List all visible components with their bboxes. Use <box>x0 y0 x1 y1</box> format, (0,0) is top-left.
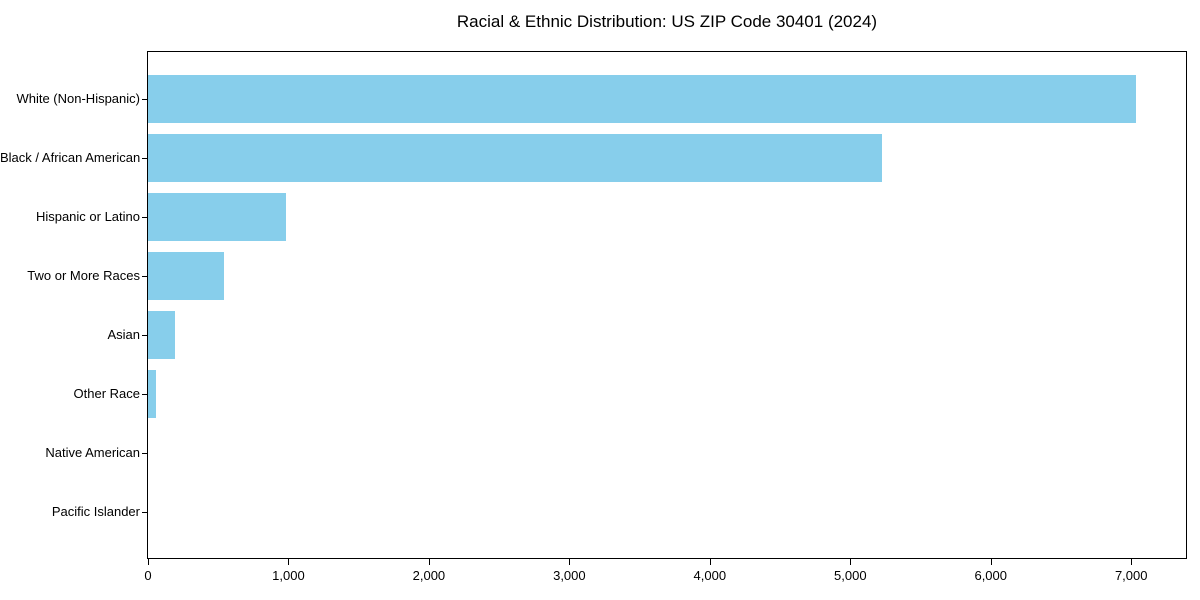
bar <box>148 192 287 241</box>
category-label: Black / African American <box>0 149 141 165</box>
x-tick-mark <box>148 559 149 565</box>
category-label: Other Race <box>73 385 140 401</box>
plot-area <box>147 51 1187 559</box>
x-tick-label: 7,000 <box>1114 568 1148 583</box>
bar <box>148 251 224 300</box>
x-tick-label: 2,000 <box>412 568 446 583</box>
y-tick-mark <box>142 98 147 100</box>
bar <box>148 74 1137 123</box>
y-tick-mark <box>142 157 147 159</box>
x-tick-label: 6,000 <box>974 568 1008 583</box>
bar-row <box>148 251 1186 300</box>
y-tick-mark <box>142 275 147 277</box>
category-label: Hispanic or Latino <box>35 208 140 224</box>
chart-title: Racial & Ethnic Distribution: US ZIP Cod… <box>456 12 878 31</box>
bar-row <box>148 192 1186 241</box>
x-tick-label: 4,000 <box>693 568 727 583</box>
bar-row <box>148 488 1186 536</box>
y-tick-mark <box>142 393 147 395</box>
x-tick-mark <box>990 559 992 565</box>
x-tick-label: 1,000 <box>272 568 305 583</box>
x-tick-mark <box>428 559 430 565</box>
y-tick-mark <box>142 216 147 218</box>
x-tick-label: 3,000 <box>553 568 586 583</box>
y-tick-mark <box>142 511 147 513</box>
category-label: Native American <box>45 444 140 460</box>
x-tick-mark <box>288 559 290 565</box>
category-label: Pacific Islander <box>51 503 140 519</box>
bar-row <box>148 310 1186 359</box>
x-tick-label: 0 <box>144 568 152 583</box>
bar <box>148 369 156 418</box>
x-tick-mark <box>709 559 711 565</box>
bar-row <box>148 74 1186 123</box>
bar-row <box>148 369 1186 418</box>
category-label: Asian <box>107 326 140 342</box>
category-label: Two or More Races <box>27 267 140 283</box>
category-label: White (Non-Hispanic) <box>16 90 140 106</box>
x-tick-mark <box>569 559 571 565</box>
x-tick-label: 5,000 <box>834 568 867 583</box>
bar-row <box>148 133 1186 182</box>
bar <box>148 133 882 182</box>
y-tick-mark <box>142 452 147 454</box>
x-tick-mark <box>850 559 852 565</box>
y-tick-mark <box>142 334 147 336</box>
bar <box>148 310 175 359</box>
x-tick-mark <box>1131 559 1133 565</box>
bar-row <box>148 429 1186 477</box>
